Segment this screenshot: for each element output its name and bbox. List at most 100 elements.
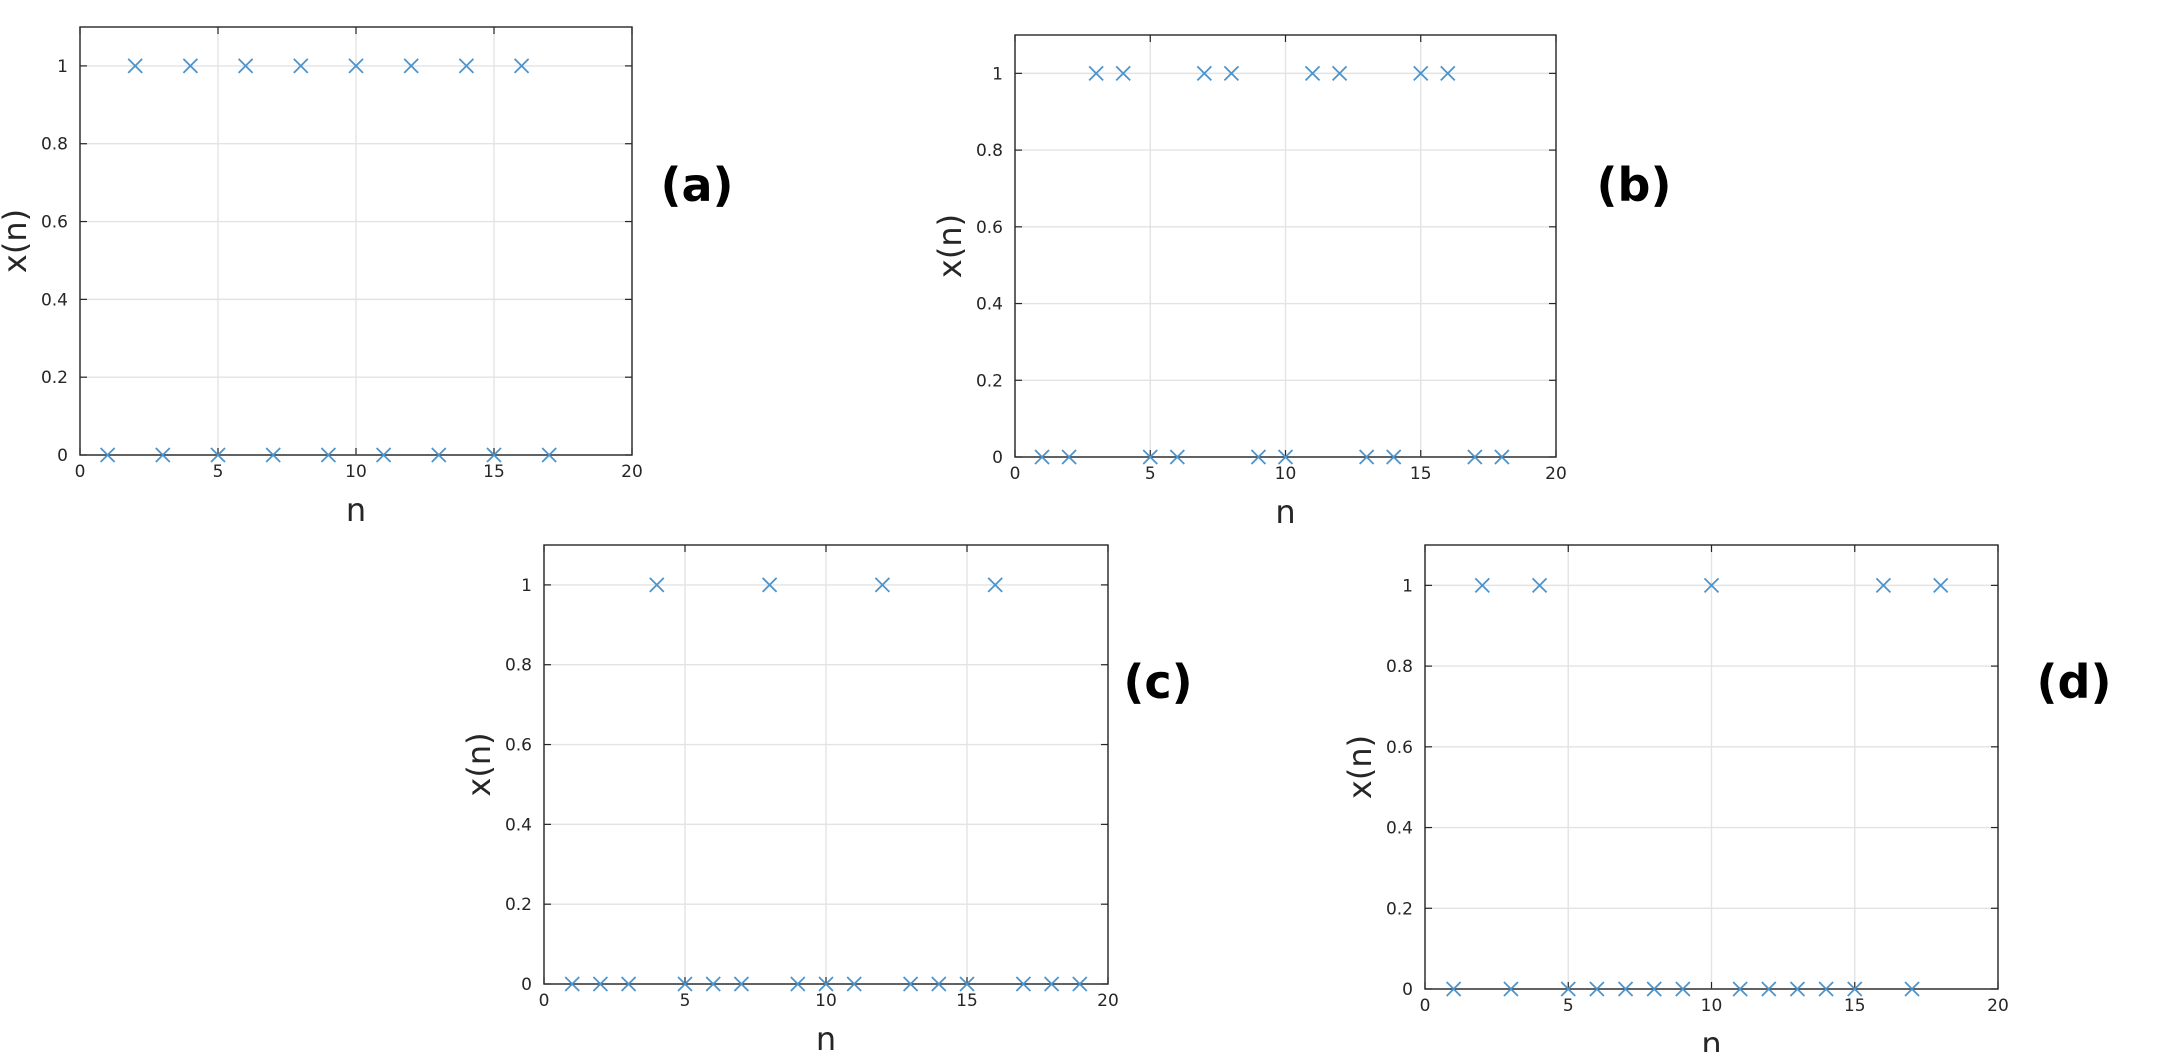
marker bbox=[1703, 577, 1720, 594]
y-tick-label: 0.2 bbox=[41, 368, 68, 388]
marker bbox=[1494, 449, 1510, 465]
marker bbox=[1277, 449, 1294, 465]
x-tick-label: 15 bbox=[956, 991, 978, 1011]
annotation: (d) bbox=[2037, 655, 2112, 709]
marker bbox=[127, 58, 143, 74]
y-tick-label: 0.8 bbox=[1386, 657, 1413, 677]
y-tick-label: 0.8 bbox=[41, 135, 68, 155]
x-tick-label: 20 bbox=[621, 462, 643, 482]
marker bbox=[541, 447, 557, 463]
y-tick-label: 1 bbox=[992, 64, 1003, 84]
subplot: 0 5 10 15 20 0 0.2 0.4 0.6 0.8 1 n x(n) (b) bbox=[931, 34, 1672, 531]
marker bbox=[1474, 577, 1490, 594]
marker bbox=[1115, 65, 1131, 81]
marker bbox=[1015, 976, 1032, 992]
marker bbox=[1617, 981, 1634, 997]
marker bbox=[649, 577, 665, 593]
marker bbox=[1061, 449, 1077, 465]
x-tick-label: 10 bbox=[345, 462, 367, 482]
y-tick-label: 0.6 bbox=[41, 213, 68, 233]
marker bbox=[1560, 981, 1576, 997]
x-tick-label: 0 bbox=[1420, 996, 1431, 1016]
x-tick-label: 20 bbox=[1545, 464, 1567, 484]
axes-box bbox=[79, 26, 633, 456]
x-tick-label: 0 bbox=[75, 462, 86, 482]
marker bbox=[320, 447, 337, 463]
x-axis-label: n bbox=[816, 1020, 836, 1052]
y-tick-label: 0.4 bbox=[41, 290, 68, 310]
marker bbox=[620, 976, 637, 992]
x-tick-label: 10 bbox=[1275, 464, 1297, 484]
marker bbox=[1196, 65, 1212, 81]
marker bbox=[1761, 981, 1777, 997]
marker bbox=[1446, 981, 1462, 997]
x-tick-label: 20 bbox=[1987, 996, 2009, 1016]
y-axis-label: x(n) bbox=[0, 209, 34, 273]
marker bbox=[1386, 449, 1402, 465]
annotation: (c) bbox=[1123, 655, 1192, 709]
marker bbox=[1732, 981, 1748, 997]
y-tick-label: 0.6 bbox=[976, 218, 1003, 238]
annotation: (b) bbox=[1597, 158, 1672, 212]
subplot: 0 5 10 15 20 0 0.2 0.4 0.6 0.8 1 n x(n) (d) bbox=[1341, 544, 2112, 1052]
x-tick-label: 5 bbox=[213, 462, 224, 482]
y-tick-label: 1 bbox=[521, 576, 532, 596]
x-tick-label: 20 bbox=[1097, 991, 1119, 1011]
marker bbox=[1043, 976, 1060, 992]
x-axis-label: n bbox=[346, 491, 366, 529]
marker bbox=[1088, 65, 1104, 81]
marker bbox=[818, 976, 834, 992]
marker bbox=[790, 976, 806, 992]
marker bbox=[237, 58, 254, 74]
x-tick-label: 0 bbox=[1010, 464, 1021, 484]
y-axis-label: x(n) bbox=[931, 214, 969, 278]
marker bbox=[1250, 449, 1267, 465]
marker bbox=[874, 577, 891, 593]
subplot: 0 5 10 15 20 0 0.2 0.4 0.6 0.8 1 n x(n) (a) bbox=[0, 26, 734, 529]
x-tick-label: 10 bbox=[1701, 996, 1723, 1016]
marker bbox=[592, 976, 609, 992]
marker bbox=[1072, 976, 1088, 992]
marker bbox=[705, 976, 721, 992]
x-tick-label: 0 bbox=[539, 991, 550, 1011]
x-axis-label: n bbox=[1701, 1025, 1721, 1052]
marker bbox=[959, 976, 975, 992]
y-tick-label: 0 bbox=[992, 448, 1003, 468]
marker bbox=[1531, 577, 1548, 594]
y-tick-label: 0.4 bbox=[976, 295, 1003, 315]
x-axis-label: n bbox=[1275, 493, 1295, 531]
x-tick-label: 15 bbox=[483, 462, 505, 482]
marker bbox=[1440, 65, 1456, 81]
marker bbox=[846, 976, 862, 992]
marker bbox=[1467, 449, 1483, 465]
marker bbox=[1142, 449, 1158, 465]
y-tick-label: 1 bbox=[57, 57, 68, 77]
y-tick-label: 0.4 bbox=[505, 815, 532, 835]
marker bbox=[182, 58, 199, 74]
y-tick-label: 0.8 bbox=[505, 656, 532, 676]
marker bbox=[1875, 577, 1892, 594]
x-tick-label: 5 bbox=[1563, 996, 1574, 1016]
marker bbox=[486, 447, 502, 463]
y-axis-label: x(n) bbox=[460, 732, 498, 796]
marker bbox=[1789, 981, 1806, 997]
y-tick-label: 1 bbox=[1402, 576, 1413, 596]
x-tick-label: 15 bbox=[1410, 464, 1432, 484]
marker bbox=[1223, 65, 1240, 81]
marker bbox=[1413, 65, 1429, 81]
marker bbox=[761, 577, 778, 593]
marker bbox=[375, 447, 392, 463]
y-tick-label: 0 bbox=[521, 975, 532, 995]
marker bbox=[1169, 449, 1185, 465]
marker bbox=[403, 58, 419, 74]
y-tick-label: 0 bbox=[57, 446, 68, 466]
marker bbox=[99, 447, 116, 463]
x-tick-label: 5 bbox=[1145, 464, 1156, 484]
annotation: (a) bbox=[660, 158, 733, 212]
marker bbox=[1818, 981, 1834, 997]
y-tick-label: 0.6 bbox=[505, 736, 532, 756]
marker bbox=[265, 447, 281, 463]
y-tick-label: 0.2 bbox=[505, 895, 532, 915]
y-tick-label: 0.2 bbox=[1386, 899, 1413, 919]
